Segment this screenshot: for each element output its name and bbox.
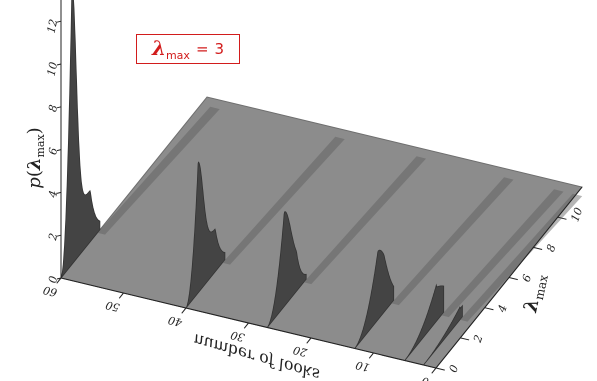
x-tick-mark-40 (181, 307, 187, 314)
lambda-max-annotation: λmax = 3 (136, 34, 240, 64)
z-tick-label-6: 6 (46, 146, 60, 156)
density-slice-looks-40 (185, 161, 226, 309)
axes (56, 0, 583, 374)
x-tick-label-10: 10 (354, 358, 371, 374)
y-tick-label-4: 4 (495, 303, 510, 315)
x-tick-label-60: 60 (42, 283, 59, 299)
slice-ridge-shadow-2 (460, 193, 583, 322)
z-tick-label-8: 8 (46, 104, 60, 114)
y-axis-label-symbol: λ (519, 296, 543, 315)
y-tick-label-2: 2 (471, 333, 486, 345)
annotation-sub: max (165, 49, 190, 63)
slice-ridge-shadow-60 (97, 106, 220, 235)
slice-ridge-shadow-27 (303, 156, 426, 285)
annotation-equals: = (195, 40, 209, 58)
x-tick-mark-20 (306, 337, 312, 344)
z-axis-label-paren-open: ( (24, 170, 45, 177)
x-tick-label-50: 50 (104, 298, 121, 314)
density-slice-looks-13 (354, 249, 395, 349)
x-tick-mark-10 (368, 352, 374, 359)
x-tick-mark-30 (243, 322, 249, 329)
z-tick-mark-2 (56, 234, 62, 237)
slice-ridge-shadow-5 (441, 189, 564, 318)
z-axis-label-symbol: p (24, 177, 45, 189)
y-tick-mark-4 (484, 307, 494, 311)
x-tick-mark-60 (56, 277, 62, 284)
x-tick-label-40: 40 (167, 313, 185, 329)
z-tick-label-0: 0 (46, 275, 60, 285)
x-tick-label-0: 0 (420, 374, 430, 381)
y-tick-mark-10 (557, 216, 567, 220)
density-slice-looks-60 (60, 0, 101, 279)
density-slices (60, 0, 583, 366)
slice-ridge-shadow-13 (391, 177, 514, 306)
z-tick-mark-4 (56, 191, 62, 194)
y-tick-mark-6 (508, 277, 518, 281)
z-tick-mark-6 (56, 149, 62, 152)
z-tick-mark-10 (56, 63, 62, 66)
y-tick-label-8: 8 (544, 243, 559, 254)
x-tick-mark-50 (118, 292, 124, 299)
z-axis-label-arg: λ (24, 158, 45, 172)
slice-ridge-shadow-40 (222, 136, 345, 265)
y-tick-mark-8 (533, 246, 543, 250)
z-tick-mark-12 (56, 20, 62, 23)
y-tick-label-10: 10 (568, 206, 585, 224)
y-tick-label-0: 0 (447, 363, 462, 374)
x-tick-mark-0 (431, 367, 437, 374)
z-tick-label-12: 12 (45, 18, 61, 34)
x-tick-label-30: 30 (229, 328, 246, 344)
density-slice-looks-5 (404, 283, 445, 361)
y-tick-mark-0 (435, 367, 445, 371)
x-tick-label-20: 20 (292, 343, 310, 359)
y-axis-label: λmax (519, 271, 551, 315)
annotation-symbol: λ (151, 35, 166, 60)
density-slice-looks-27 (266, 211, 307, 328)
z-tick-mark-0 (56, 277, 62, 280)
z-axis-label-paren-close: ) (24, 127, 45, 134)
z-axis-label: p(λmax) (24, 127, 47, 188)
base-plane-surface (60, 96, 583, 369)
y-tick-mark-2 (460, 337, 470, 341)
density-slice-looks-2 (423, 304, 463, 366)
tick-labels: 01020304050600246810024681012 (42, 18, 586, 381)
y-tick-label-6: 6 (520, 273, 535, 284)
base-plane (60, 96, 583, 369)
z-tick-label-4: 4 (46, 189, 60, 200)
annotation-value: 3 (214, 40, 225, 58)
z-axis-label-sub: max (34, 134, 47, 158)
z-tick-label-2: 2 (46, 232, 60, 243)
z-tick-mark-8 (56, 106, 62, 109)
y-axis-label-sub: max (532, 273, 551, 301)
z-tick-label-10: 10 (45, 61, 61, 77)
